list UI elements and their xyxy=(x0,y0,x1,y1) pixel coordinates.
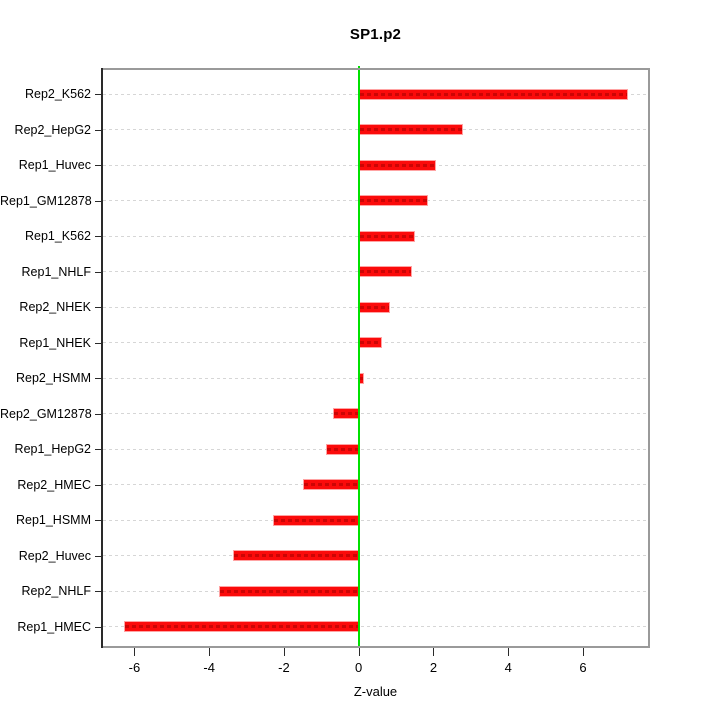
gridline xyxy=(103,377,648,379)
x-axis-tick-label: 0 xyxy=(355,660,363,675)
x-tick xyxy=(508,648,510,656)
y-tick xyxy=(95,520,103,522)
bar-Rep1_GM12878 xyxy=(358,195,428,207)
y-axis-category-label: Rep2_GM12878 xyxy=(0,406,92,421)
y-tick xyxy=(95,413,103,415)
bar-dash-overlay xyxy=(234,554,358,558)
bar-dash-overlay xyxy=(273,518,358,522)
bar-Rep1_NHEK xyxy=(358,337,382,349)
y-tick xyxy=(95,591,103,593)
y-tick xyxy=(95,129,103,131)
gridline xyxy=(103,448,648,450)
bar-dash-overlay xyxy=(219,589,358,593)
plot-box-bottom-border xyxy=(101,646,650,648)
chart-title: SP1.p2 xyxy=(349,26,402,43)
bar-Rep1_HSMM xyxy=(272,514,359,526)
bar-dash-overlay xyxy=(359,199,427,203)
y-axis-category-label: Rep1_Huvec xyxy=(18,158,91,173)
bar-dash-overlay xyxy=(359,270,412,274)
bar-Rep2_HMEC xyxy=(302,479,359,491)
bar-Rep2_NHLF xyxy=(218,585,359,597)
x-axis-tick-label: -2 xyxy=(278,660,290,675)
bar-dash-overlay xyxy=(359,305,390,309)
y-axis-category-label: Rep1_GM12878 xyxy=(0,193,92,208)
bar-Rep2_HepG2 xyxy=(358,124,464,136)
y-axis-category-label: Rep1_NHLF xyxy=(21,264,91,279)
y-axis-category-label: Rep1_NHEK xyxy=(19,335,91,350)
y-tick xyxy=(95,165,103,167)
y-tick xyxy=(95,307,103,309)
bar-dash-overlay xyxy=(359,92,627,96)
y-tick xyxy=(95,484,103,486)
x-tick xyxy=(433,648,435,656)
x-axis-tick-label: 2 xyxy=(429,660,438,675)
y-axis-category-label: Rep1_HSMM xyxy=(15,513,91,528)
bar-Rep1_K562 xyxy=(358,230,415,242)
plot-box-top-border xyxy=(101,68,650,70)
bar-dash-overlay xyxy=(303,483,358,487)
y-axis-category-label: Rep2_NHEK xyxy=(19,300,91,315)
bar-Rep1_HepG2 xyxy=(325,443,359,455)
y-axis-category-label: Rep1_HMEC xyxy=(17,619,91,634)
bar-Rep2_Huvec xyxy=(233,550,359,562)
bar-Rep2_NHEK xyxy=(358,301,391,313)
bar-Rep2_K562 xyxy=(358,88,628,100)
y-axis-category-label: Rep2_NHLF xyxy=(21,584,91,599)
bar-dash-overlay xyxy=(359,234,414,238)
y-tick xyxy=(95,94,103,95)
plot-area xyxy=(103,66,648,648)
x-tick xyxy=(283,648,285,656)
y-axis-category-label: Rep2_K562 xyxy=(24,87,91,101)
y-axis-category-label: Rep2_HMEC xyxy=(17,477,91,492)
x-tick xyxy=(134,648,136,656)
zero-reference-line xyxy=(357,66,360,648)
y-tick xyxy=(95,342,103,344)
y-axis-category-label: Rep2_HSMM xyxy=(15,371,91,386)
x-tick xyxy=(358,648,360,656)
bar-dash-overlay xyxy=(359,163,436,167)
bar-dash-overlay xyxy=(124,625,358,629)
y-tick xyxy=(95,555,103,557)
y-axis-category-label: Rep2_Huvec xyxy=(18,548,91,563)
y-tick xyxy=(95,449,103,451)
x-tick xyxy=(209,648,211,656)
y-tick xyxy=(95,271,103,273)
bar-dash-overlay xyxy=(359,376,364,380)
y-tick xyxy=(95,626,103,628)
y-axis-line xyxy=(101,68,103,648)
bar-Rep1_Huvec xyxy=(358,159,437,171)
bar-Rep1_NHLF xyxy=(358,266,413,278)
x-axis-tick-label: 6 xyxy=(579,660,587,675)
x-axis-label: Z-value xyxy=(353,684,398,699)
gridline xyxy=(103,590,648,592)
x-axis-tick-label: -6 xyxy=(128,660,141,675)
y-tick xyxy=(95,378,103,380)
gridline xyxy=(103,519,648,521)
y-axis-category-label: Rep2_HepG2 xyxy=(14,122,91,137)
y-tick xyxy=(95,200,103,202)
bar-dash-overlay xyxy=(359,341,381,345)
bar-dash-overlay xyxy=(359,128,463,132)
gridline xyxy=(103,484,648,486)
x-axis-tick-label: 4 xyxy=(504,660,512,675)
bar-dash-overlay xyxy=(326,447,358,451)
x-tick xyxy=(582,648,584,656)
y-tick xyxy=(95,236,103,238)
gridline xyxy=(103,626,648,628)
y-axis-category-label: Rep1_K562 xyxy=(24,229,91,244)
x-axis-tick-label: -4 xyxy=(203,660,215,675)
y-axis-category-label: Rep1_HepG2 xyxy=(14,442,91,457)
bar-Rep1_HMEC xyxy=(123,621,359,633)
bar-Rep2_GM12878 xyxy=(332,408,359,420)
gridline xyxy=(103,413,648,415)
gridline xyxy=(103,555,648,557)
plot-box-right-border xyxy=(648,68,650,648)
bar-dash-overlay xyxy=(333,412,358,416)
